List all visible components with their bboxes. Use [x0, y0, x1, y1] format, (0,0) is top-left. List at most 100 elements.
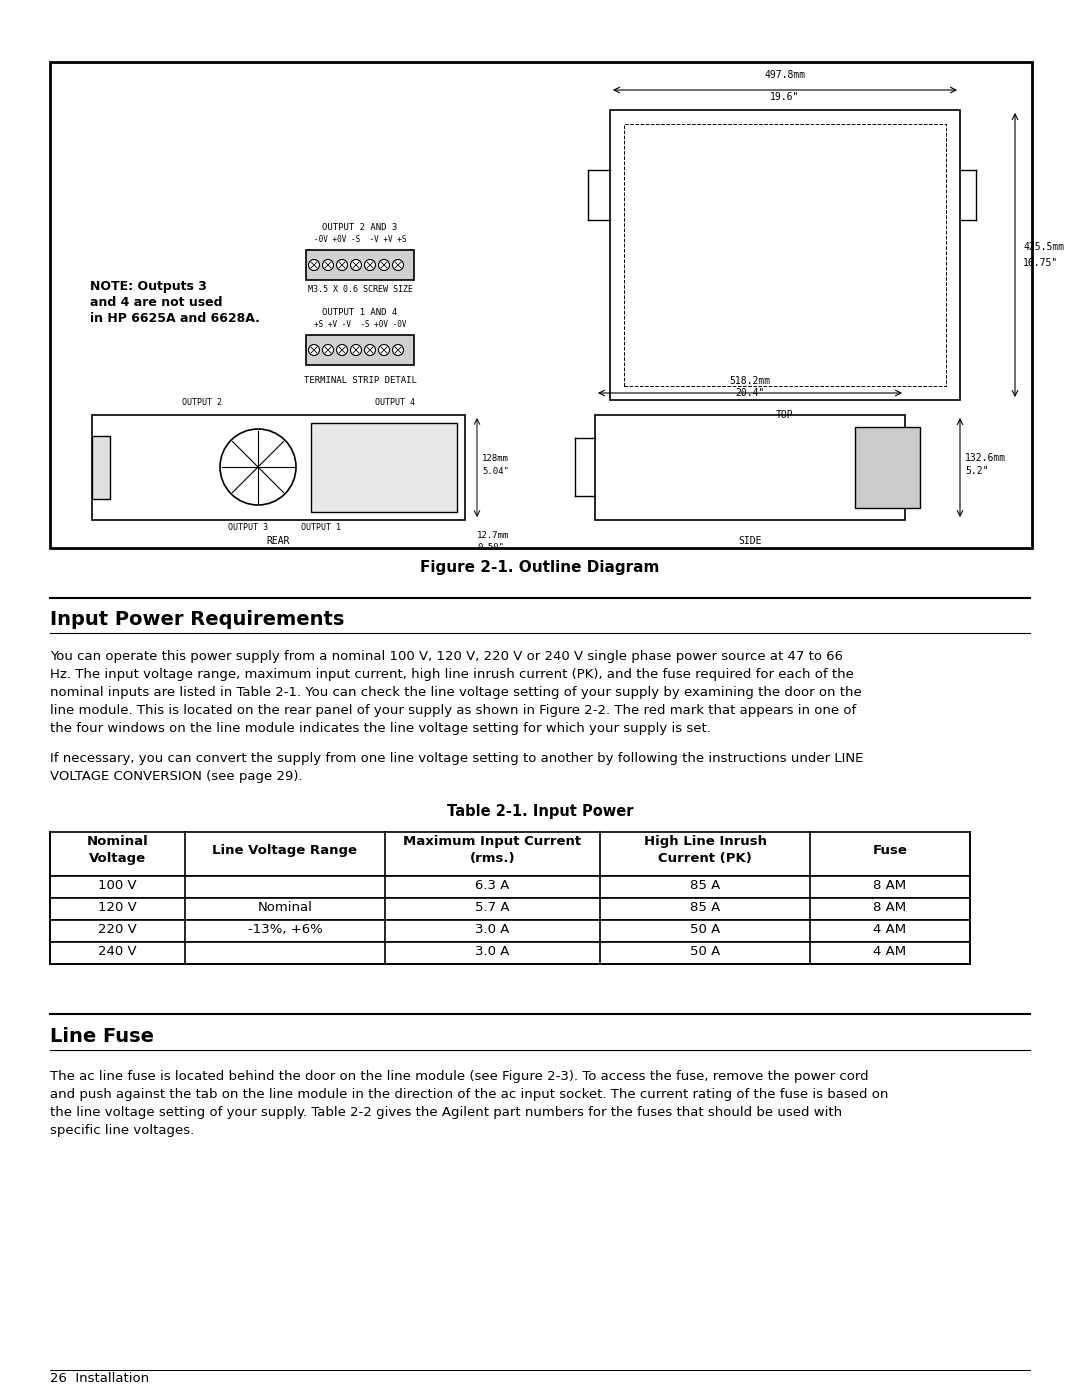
- Text: NOTE: Outputs 3: NOTE: Outputs 3: [90, 279, 207, 293]
- Text: 16.75": 16.75": [1023, 258, 1058, 268]
- Text: -0V +0V -S  -V +V +S: -0V +0V -S -V +V +S: [314, 235, 406, 244]
- Text: OUTPUT 4: OUTPUT 4: [375, 398, 415, 407]
- Text: The ac line fuse is located behind the door on the line module (see Figure 2-3).: The ac line fuse is located behind the d…: [50, 1070, 868, 1083]
- Text: and push against the tab on the line module in the direction of the ac input soc: and push against the tab on the line mod…: [50, 1088, 889, 1101]
- Text: +S +V -V  -S +0V -0V: +S +V -V -S +0V -0V: [314, 320, 406, 330]
- Text: (rms.): (rms.): [470, 852, 515, 865]
- Bar: [92, 415, 465, 520]
- Text: specific line voltages.: specific line voltages.: [50, 1125, 194, 1137]
- Text: 50 A: 50 A: [690, 923, 720, 936]
- Bar: [595, 415, 905, 520]
- Text: OUTPUT 2 AND 3: OUTPUT 2 AND 3: [322, 224, 397, 232]
- Text: 518.2mm: 518.2mm: [729, 376, 770, 386]
- Text: M3.5 X 0.6 SCREW SIZE: M3.5 X 0.6 SCREW SIZE: [308, 285, 413, 293]
- Text: 3.0 A: 3.0 A: [475, 946, 510, 958]
- Circle shape: [378, 260, 390, 271]
- Circle shape: [365, 345, 376, 355]
- Text: 4 AM: 4 AM: [874, 923, 906, 936]
- Text: 85 A: 85 A: [690, 901, 720, 914]
- Text: You can operate this power supply from a nominal 100 V, 120 V, 220 V or 240 V si: You can operate this power supply from a…: [50, 650, 843, 664]
- Text: Current (PK): Current (PK): [658, 852, 752, 865]
- Bar: [306, 335, 414, 365]
- Text: Voltage: Voltage: [89, 852, 146, 865]
- Text: 100 V: 100 V: [98, 879, 137, 893]
- Text: 3.0 A: 3.0 A: [475, 923, 510, 936]
- Bar: [624, 124, 946, 386]
- Circle shape: [323, 345, 334, 355]
- Text: 0.50": 0.50": [477, 543, 504, 552]
- Bar: [50, 61, 1032, 548]
- Text: 20.4": 20.4": [735, 388, 765, 398]
- Text: Figure 2-1. Outline Diagram: Figure 2-1. Outline Diagram: [420, 560, 660, 576]
- Text: TERMINAL STRIP DETAIL: TERMINAL STRIP DETAIL: [303, 376, 417, 386]
- Circle shape: [220, 429, 296, 504]
- Text: Nominal: Nominal: [86, 835, 148, 848]
- Circle shape: [309, 260, 320, 271]
- Bar: [855, 427, 920, 509]
- Circle shape: [392, 260, 404, 271]
- Bar: [306, 250, 414, 279]
- Bar: [92, 436, 110, 499]
- Circle shape: [392, 345, 404, 355]
- Bar: [50, 942, 970, 964]
- Circle shape: [309, 345, 320, 355]
- Text: Table 2-1. Input Power: Table 2-1. Input Power: [447, 805, 633, 819]
- Text: Line Voltage Range: Line Voltage Range: [213, 844, 357, 856]
- Bar: [50, 833, 970, 876]
- Text: Input Power Requirements: Input Power Requirements: [50, 610, 345, 629]
- Text: Fuse: Fuse: [873, 844, 907, 856]
- Text: -13%, +6%: -13%, +6%: [247, 923, 322, 936]
- Text: 5.04": 5.04": [482, 467, 509, 476]
- Text: 12.7mm: 12.7mm: [477, 531, 510, 541]
- Text: Line Fuse: Line Fuse: [50, 1027, 154, 1046]
- Bar: [610, 110, 960, 400]
- Circle shape: [337, 260, 348, 271]
- Text: 220 V: 220 V: [98, 923, 137, 936]
- Circle shape: [378, 345, 390, 355]
- Text: OUTPUT 2: OUTPUT 2: [183, 398, 222, 407]
- Text: OUTPUT 3: OUTPUT 3: [228, 522, 268, 532]
- Text: 425.5mm: 425.5mm: [1023, 242, 1064, 251]
- Text: 4 AM: 4 AM: [874, 946, 906, 958]
- Text: the four windows on the line module indicates the line voltage setting for which: the four windows on the line module indi…: [50, 722, 711, 735]
- Text: 132.6mm: 132.6mm: [966, 453, 1007, 462]
- Text: SIDE: SIDE: [739, 536, 761, 546]
- Text: OUTPUT 1: OUTPUT 1: [301, 522, 341, 532]
- Text: 19.6": 19.6": [770, 92, 799, 102]
- Text: 5.2": 5.2": [966, 467, 988, 476]
- Text: 50 A: 50 A: [690, 946, 720, 958]
- Text: 240 V: 240 V: [98, 946, 137, 958]
- Text: If necessary, you can convert the supply from one line voltage setting to anothe: If necessary, you can convert the supply…: [50, 752, 863, 766]
- Text: VOLTAGE CONVERSION (see page 29).: VOLTAGE CONVERSION (see page 29).: [50, 770, 302, 782]
- Text: 5.7 A: 5.7 A: [475, 901, 510, 914]
- Text: 8 AM: 8 AM: [874, 901, 906, 914]
- Text: REAR: REAR: [267, 536, 289, 546]
- Text: 128mm: 128mm: [482, 454, 509, 462]
- Circle shape: [365, 260, 376, 271]
- Circle shape: [323, 260, 334, 271]
- Bar: [50, 898, 970, 921]
- Text: 8 AM: 8 AM: [874, 879, 906, 893]
- Text: OUTPUT 1 AND 4: OUTPUT 1 AND 4: [322, 307, 397, 317]
- Text: 497.8mm: 497.8mm: [765, 70, 806, 80]
- Text: TOP: TOP: [777, 409, 794, 420]
- Text: 120 V: 120 V: [98, 901, 137, 914]
- Text: 26  Installation: 26 Installation: [50, 1372, 149, 1384]
- Bar: [311, 423, 457, 511]
- Circle shape: [351, 345, 362, 355]
- Bar: [50, 921, 970, 942]
- Circle shape: [337, 345, 348, 355]
- Text: 6.3 A: 6.3 A: [475, 879, 510, 893]
- Text: the line voltage setting of your supply. Table 2-2 gives the Agilent part number: the line voltage setting of your supply.…: [50, 1106, 842, 1119]
- Text: line module. This is located on the rear panel of your supply as shown in Figure: line module. This is located on the rear…: [50, 704, 856, 717]
- Text: Nominal: Nominal: [257, 901, 312, 914]
- Bar: [50, 876, 970, 898]
- Text: Maximum Input Current: Maximum Input Current: [404, 835, 581, 848]
- Text: 85 A: 85 A: [690, 879, 720, 893]
- Text: Hz. The input voltage range, maximum input current, high line inrush current (PK: Hz. The input voltage range, maximum inp…: [50, 668, 854, 680]
- Text: High Line Inrush: High Line Inrush: [644, 835, 767, 848]
- Circle shape: [351, 260, 362, 271]
- Text: and 4 are not used: and 4 are not used: [90, 296, 222, 309]
- Text: nominal inputs are listed in Table 2-1. You can check the line voltage setting o: nominal inputs are listed in Table 2-1. …: [50, 686, 862, 698]
- Text: in HP 6625A and 6628A.: in HP 6625A and 6628A.: [90, 312, 260, 326]
